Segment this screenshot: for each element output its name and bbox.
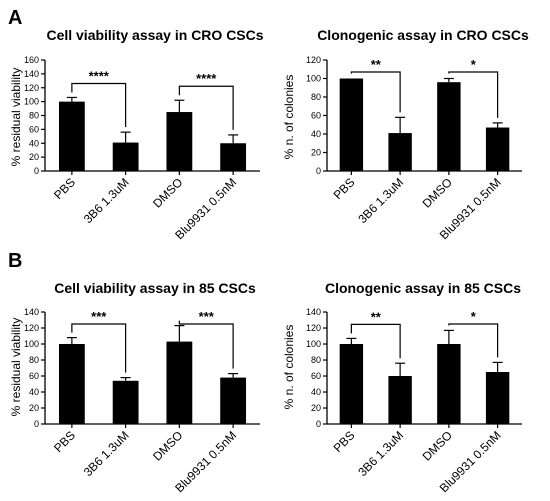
y-tick-label: 100 bbox=[24, 97, 39, 107]
y-tick-label: 0 bbox=[316, 166, 321, 176]
chart-title: Cell viability assay in 85 CSCs bbox=[54, 280, 256, 296]
y-tick-label: 20 bbox=[311, 403, 321, 413]
y-tick-label: 80 bbox=[29, 355, 39, 365]
category-label: 3B6 1.3uM bbox=[81, 175, 132, 226]
y-tick-label: 60 bbox=[29, 371, 39, 381]
significance-bracket bbox=[448, 323, 499, 358]
y-tick-label: 160 bbox=[24, 55, 39, 65]
y-axis-label: % residual viability bbox=[9, 318, 23, 417]
bar bbox=[437, 344, 461, 424]
y-tick-label: 60 bbox=[29, 124, 39, 134]
bar bbox=[166, 112, 193, 171]
y-tick-label: 80 bbox=[311, 355, 321, 365]
category-label: 3B6 1.3uM bbox=[355, 428, 406, 479]
chart-b-clonogenic: Clonogenic assay in 85 CSCs % n. of colo… bbox=[282, 280, 522, 495]
bar bbox=[112, 380, 139, 424]
bar bbox=[220, 143, 247, 171]
y-tick-label: 40 bbox=[29, 138, 39, 148]
category-label: 3B6 1.3uM bbox=[81, 428, 132, 479]
y-tick-label: 100 bbox=[24, 339, 39, 349]
category-label: DMSO bbox=[150, 175, 185, 210]
y-tick-label: 120 bbox=[306, 323, 321, 333]
bar bbox=[388, 133, 412, 171]
panel-letter-b: B bbox=[8, 250, 22, 272]
category-label: DMSO bbox=[420, 428, 455, 463]
category-label: DMSO bbox=[150, 428, 185, 463]
bar bbox=[437, 82, 461, 171]
y-tick-label: 0 bbox=[34, 166, 39, 176]
y-tick-label: 40 bbox=[311, 129, 321, 139]
category-label: PBS bbox=[51, 175, 78, 202]
category-label: DMSO bbox=[420, 175, 455, 210]
y-tick-label: 120 bbox=[24, 323, 39, 333]
significance-label: ** bbox=[371, 309, 382, 324]
significance-label: * bbox=[471, 309, 477, 324]
y-tick-label: 0 bbox=[34, 419, 39, 429]
bar bbox=[112, 142, 139, 171]
significance-label: ** bbox=[371, 57, 382, 72]
category-label: PBS bbox=[331, 428, 358, 455]
y-tick-label: 100 bbox=[306, 74, 321, 84]
chart-title: Clonogenic assay in CRO CSCs bbox=[317, 27, 529, 43]
y-tick-label: 40 bbox=[29, 387, 39, 397]
category-label: PBS bbox=[331, 175, 358, 202]
chart-a-cell-viability: Cell viability assay in CRO CSCs % resid… bbox=[9, 27, 264, 242]
bar bbox=[339, 344, 364, 424]
significance-label: *** bbox=[199, 309, 215, 324]
significance-bracket bbox=[71, 82, 127, 128]
significance-bracket bbox=[350, 71, 401, 113]
significance-label: *** bbox=[91, 309, 107, 324]
chart-title: Clonogenic assay in 85 CSCs bbox=[325, 280, 521, 296]
y-tick-label: 120 bbox=[24, 83, 39, 93]
y-tick-label: 20 bbox=[29, 152, 39, 162]
y-tick-label: 140 bbox=[24, 69, 39, 79]
y-tick-label: 140 bbox=[24, 307, 39, 317]
y-tick-label: 60 bbox=[311, 111, 321, 121]
bar bbox=[485, 372, 510, 424]
bar bbox=[388, 376, 412, 424]
y-tick-label: 40 bbox=[311, 387, 321, 397]
bar bbox=[166, 341, 193, 424]
y-tick-label: 120 bbox=[306, 55, 321, 65]
chart-title: Cell viability assay in CRO CSCs bbox=[46, 27, 263, 43]
y-tick-label: 20 bbox=[311, 148, 321, 158]
category-label: 3B6 1.3uM bbox=[355, 175, 406, 226]
category-label: PBS bbox=[51, 428, 78, 455]
y-tick-label: 60 bbox=[311, 371, 321, 381]
y-tick-label: 20 bbox=[29, 403, 39, 413]
bar bbox=[485, 127, 510, 171]
y-tick-label: 80 bbox=[311, 92, 321, 102]
significance-bracket bbox=[350, 323, 401, 359]
panel-letter-a: A bbox=[8, 7, 22, 29]
chart-a-clonogenic: Clonogenic assay in CRO CSCs % n. of col… bbox=[282, 27, 529, 242]
chart-b-cell-viability: Cell viability assay in 85 CSCs % residu… bbox=[9, 280, 260, 495]
significance-label: **** bbox=[89, 68, 110, 83]
bar bbox=[58, 344, 85, 424]
significance-label: * bbox=[471, 57, 477, 72]
bar bbox=[220, 377, 247, 424]
significance-bracket bbox=[178, 320, 234, 369]
y-axis-label: % n. of colonies bbox=[282, 75, 296, 160]
y-tick-label: 80 bbox=[29, 111, 39, 121]
significance-bracket bbox=[448, 71, 499, 118]
significance-bracket bbox=[71, 323, 127, 373]
y-tick-label: 100 bbox=[306, 339, 321, 349]
y-tick-label: 0 bbox=[316, 419, 321, 429]
bar bbox=[339, 78, 364, 171]
significance-label: **** bbox=[196, 71, 217, 86]
bar bbox=[58, 101, 85, 171]
y-axis-label: % residual viability bbox=[9, 68, 23, 167]
significance-bracket bbox=[178, 85, 234, 130]
y-axis-label: % n. of colonies bbox=[282, 325, 296, 410]
y-tick-label: 140 bbox=[306, 307, 321, 317]
